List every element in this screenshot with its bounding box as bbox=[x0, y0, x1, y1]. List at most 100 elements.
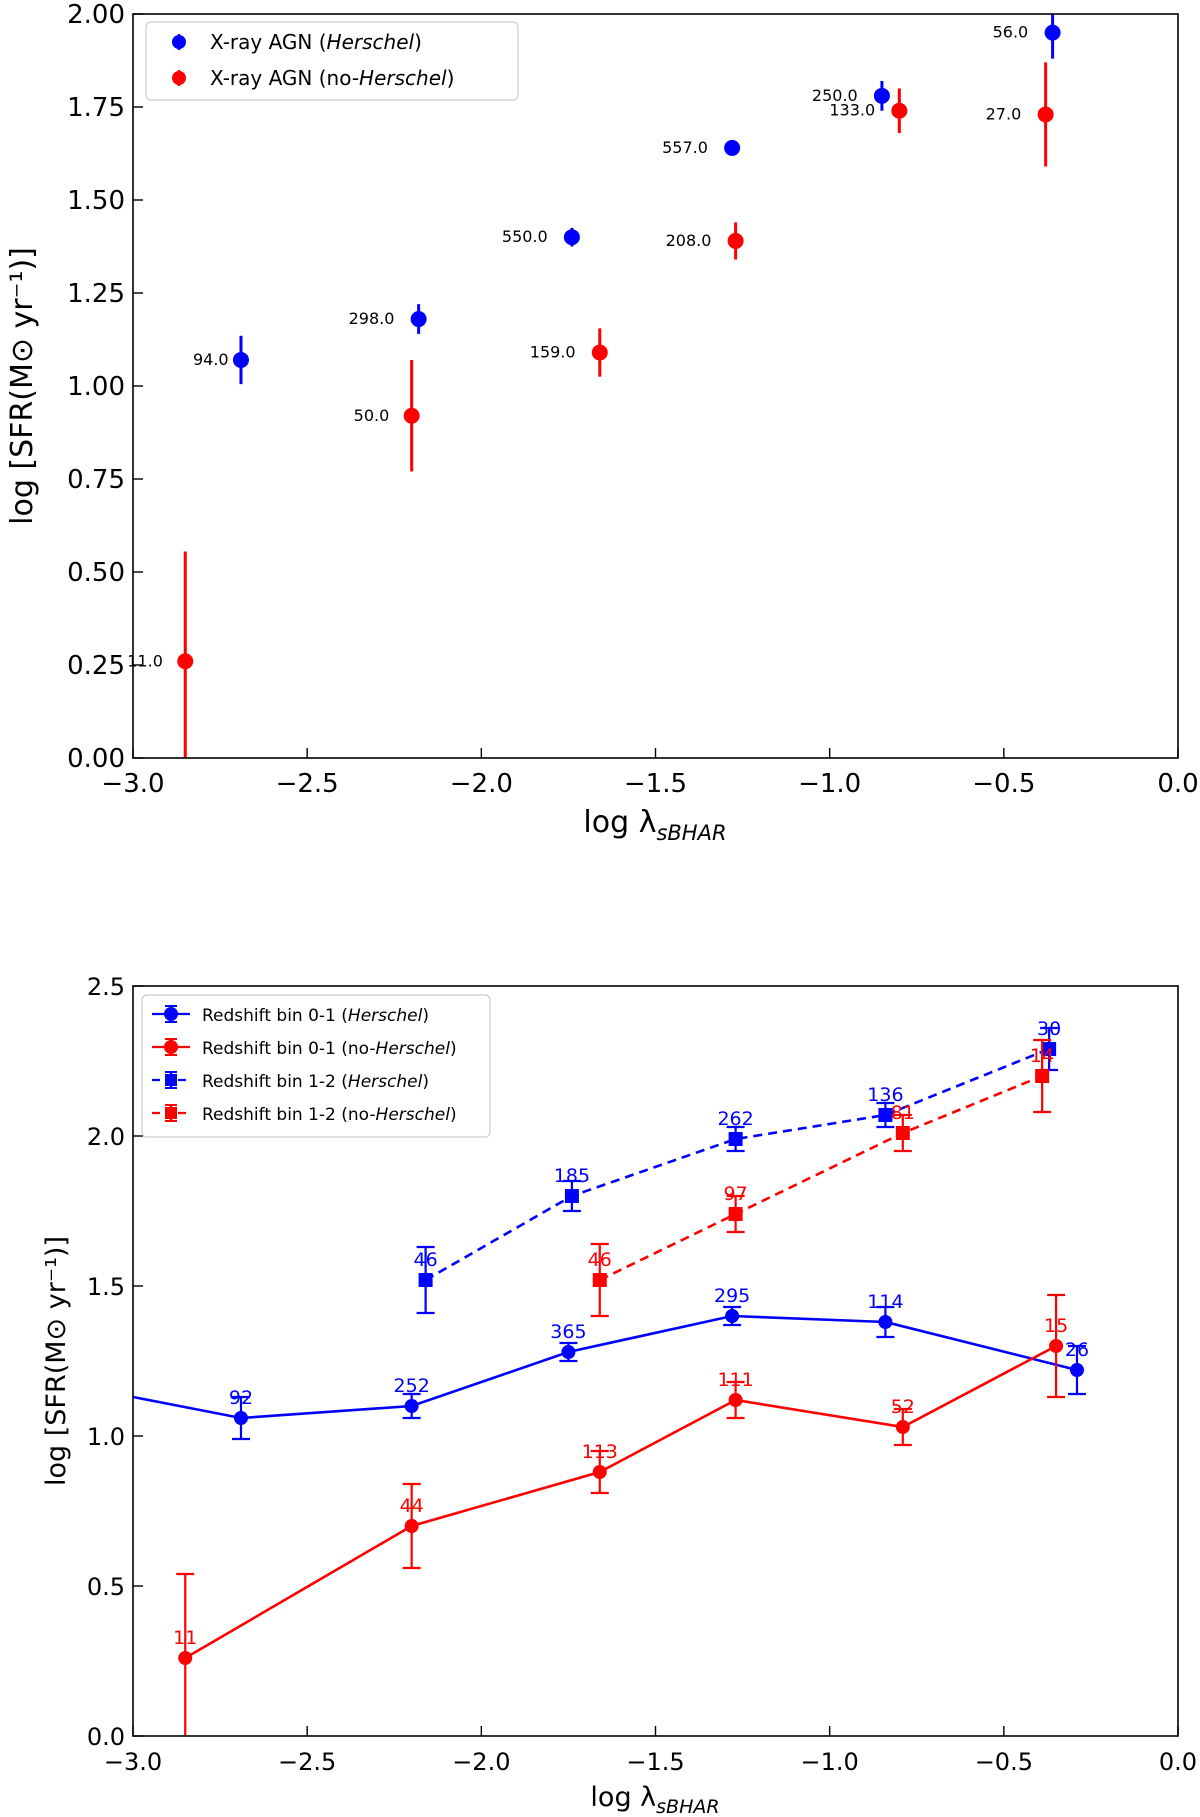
count-label: 159.0 bbox=[530, 343, 576, 362]
data-point bbox=[564, 1189, 579, 1203]
y-tick-label: 0.0 bbox=[87, 1723, 125, 1751]
legend-item: Redshift bin 0-1 (Herschel) bbox=[152, 1005, 429, 1026]
x-tick-label: −1.5 bbox=[624, 769, 687, 799]
plot-area: 92 252 365 295 114 26 11 44 113 111 52 15 46 185 262 13… bbox=[132, 1018, 1089, 1736]
legend-label-italic: Herschel bbox=[348, 1006, 423, 1026]
y-axis-label: log [SFR(M⊙ yr⁻¹)] bbox=[41, 1236, 72, 1486]
data-point bbox=[1049, 1339, 1064, 1353]
sfr-vs-sbhar-redshift-chart: 92 252 365 295 114 26 11 44 113 111 52 15 46 185 262 13… bbox=[41, 973, 1197, 1817]
x-axis-label-subscript: sBHAR bbox=[656, 1796, 719, 1817]
data-point bbox=[727, 232, 744, 249]
legend-label: Redshift bin 1-2 (Herschel) bbox=[202, 1072, 429, 1092]
data-point bbox=[591, 344, 608, 361]
x-tick-label: −0.5 bbox=[975, 1748, 1033, 1776]
data-point bbox=[404, 1399, 419, 1413]
series-line bbox=[424, 1047, 1050, 1282]
data-point bbox=[561, 1345, 576, 1359]
count-label: 111 bbox=[717, 1369, 753, 1391]
legend-box bbox=[145, 21, 519, 101]
count-label: 250.0 bbox=[812, 86, 858, 105]
legend-circle-marker bbox=[172, 71, 186, 85]
legend-label-text: Redshift bin 0-1 ( bbox=[202, 1006, 348, 1026]
data-point bbox=[1037, 106, 1054, 123]
y-tick-label: 0.00 bbox=[67, 744, 125, 774]
legend-square-marker bbox=[165, 1107, 177, 1119]
y-tick-label: 2.0 bbox=[87, 1123, 125, 1151]
series-line bbox=[599, 1074, 1043, 1282]
count-label: 46 bbox=[414, 1249, 438, 1271]
count-label: 298.0 bbox=[349, 309, 395, 328]
x-tick-label: −1.0 bbox=[801, 1748, 859, 1776]
legend-item: Redshift bin 1-2 (no-Herschel) bbox=[152, 1104, 457, 1125]
x-tick-label: −2.5 bbox=[276, 769, 339, 799]
y-tick-label: 1.0 bbox=[87, 1423, 125, 1451]
data-point bbox=[728, 1207, 743, 1221]
count-label: 295 bbox=[714, 1285, 750, 1307]
count-label: 185 bbox=[554, 1165, 590, 1187]
legend-box bbox=[141, 994, 491, 1138]
legend-label-text: ) bbox=[422, 1006, 429, 1026]
data-point bbox=[728, 1132, 743, 1146]
legend-label-text: ) bbox=[450, 1105, 457, 1125]
data-point bbox=[1044, 24, 1061, 41]
legend-square-marker bbox=[165, 1074, 177, 1086]
count-label: 114 bbox=[867, 1291, 903, 1313]
data-point bbox=[725, 1309, 740, 1323]
legend-label-text: Redshift bin 1-2 ( bbox=[202, 1072, 348, 1092]
y-tick-label: 0.25 bbox=[67, 651, 125, 681]
count-label: 26 bbox=[1065, 1339, 1089, 1361]
legend-label: X-ray AGN (Herschel) bbox=[210, 30, 422, 54]
count-label: 46 bbox=[588, 1249, 612, 1271]
series-redshift-bin-0-1-no-herschel-: 11 44 113 111 52 15 bbox=[173, 1293, 1068, 1736]
count-label: 365 bbox=[550, 1321, 586, 1343]
count-label: 15 bbox=[1044, 1315, 1068, 1337]
data-point bbox=[878, 1108, 893, 1122]
data-point bbox=[895, 1420, 910, 1434]
x-tick-label: −3.0 bbox=[104, 1748, 162, 1776]
y-tick-label: 1.5 bbox=[87, 1273, 125, 1301]
legend-label-italic: Herschel bbox=[376, 1105, 451, 1125]
count-label: 14 bbox=[1030, 1045, 1054, 1067]
data-point bbox=[728, 1393, 743, 1407]
legend-label: Redshift bin 1-2 (no-Herschel) bbox=[202, 1105, 457, 1125]
count-label: 44 bbox=[400, 1495, 424, 1517]
data-point bbox=[1042, 1042, 1057, 1056]
series-redshift-bin-1-2-no-herschel-: 46 97 81 14 bbox=[588, 1038, 1054, 1318]
y-tick-label: 1.25 bbox=[67, 279, 125, 309]
count-label: 136 bbox=[867, 1084, 903, 1106]
data-point bbox=[418, 1273, 433, 1287]
x-tick-label: −3.0 bbox=[101, 769, 164, 799]
data-point bbox=[232, 351, 249, 368]
y-tick-label: 1.00 bbox=[67, 372, 125, 402]
x-tick-label: −2.5 bbox=[278, 1748, 336, 1776]
data-point bbox=[1069, 1363, 1084, 1377]
legend-label-text: X-ray AGN ( bbox=[210, 30, 327, 54]
legend-label: Redshift bin 0-1 (no-Herschel) bbox=[202, 1039, 457, 1059]
legend-label-text: ) bbox=[447, 66, 455, 90]
series-redshift-bin-0-1-herschel-: 92 252 365 295 114 26 bbox=[132, 1285, 1089, 1441]
count-label: 50.0 bbox=[354, 406, 390, 425]
x-axis-label: log λsBHAR bbox=[583, 805, 726, 845]
x-tick-label: 0.0 bbox=[1159, 1748, 1197, 1776]
count-label: 94.0 bbox=[193, 350, 229, 369]
legend-circle-marker bbox=[164, 1007, 178, 1021]
count-label: 252 bbox=[394, 1375, 430, 1397]
count-label: 208.0 bbox=[666, 231, 712, 250]
x-tick-label: −1.0 bbox=[798, 769, 861, 799]
y-axis-ticks: 0.00 0.25 0.50 0.75 1.00 1.25 1.50 1.75 2.00 bbox=[67, 0, 143, 774]
y-axis-ticks: 0.0 0.5 1.0 1.5 2.0 2.5 bbox=[87, 973, 143, 1751]
count-label: 52 bbox=[891, 1396, 915, 1418]
x-axis-label-main: log λ bbox=[583, 805, 656, 840]
data-point bbox=[873, 87, 890, 104]
x-axis-label-subscript: sBHAR bbox=[656, 821, 726, 845]
x-axis-ticks: −3.0 −2.5 −2.0 −1.5 −1.0 −0.5 0.0 bbox=[101, 748, 1199, 799]
legend-label: X-ray AGN (no-Herschel) bbox=[210, 66, 454, 90]
legend: X-ray AGN (Herschel) X-ray AGN (no-Hersch… bbox=[145, 21, 519, 101]
data-point bbox=[233, 1411, 248, 1425]
data-point bbox=[563, 229, 580, 246]
count-label: 11 bbox=[173, 1627, 197, 1649]
count-label: 56.0 bbox=[993, 23, 1029, 42]
legend-label-italic: Herschel bbox=[348, 1072, 423, 1092]
